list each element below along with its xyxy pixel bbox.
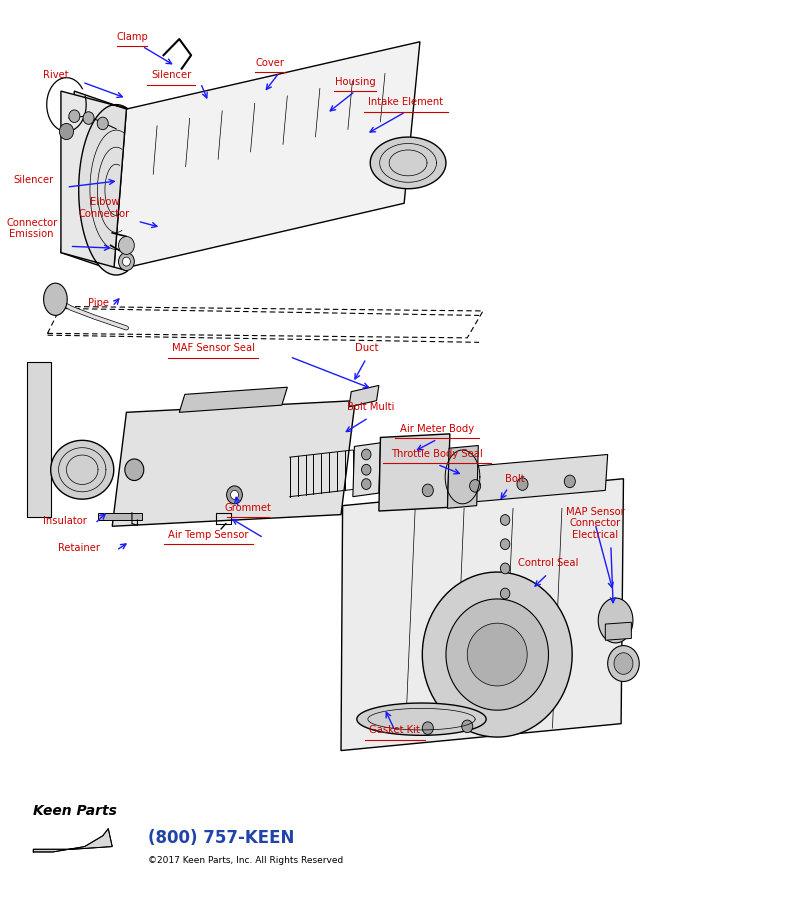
Circle shape <box>83 112 94 124</box>
Polygon shape <box>27 362 50 518</box>
Polygon shape <box>467 623 527 686</box>
Circle shape <box>500 539 510 550</box>
Text: Keen Parts: Keen Parts <box>34 804 117 818</box>
Circle shape <box>98 117 108 130</box>
Text: Clamp: Clamp <box>116 32 148 41</box>
Text: Connector
Emission: Connector Emission <box>6 218 58 239</box>
Text: Control Seal: Control Seal <box>518 558 578 569</box>
Text: Silencer: Silencer <box>13 176 54 185</box>
Circle shape <box>230 491 238 500</box>
Polygon shape <box>598 598 633 643</box>
Polygon shape <box>114 41 420 271</box>
Polygon shape <box>44 284 67 315</box>
Text: MAP Sensor: MAP Sensor <box>566 508 625 518</box>
Text: Housing: Housing <box>335 76 375 86</box>
Text: Duct: Duct <box>354 343 378 353</box>
Text: MAF Sensor Seal: MAF Sensor Seal <box>172 343 254 353</box>
Text: ©2017 Keen Parts, Inc. All Rights Reserved: ©2017 Keen Parts, Inc. All Rights Reserv… <box>148 857 343 866</box>
Text: Intake Element: Intake Element <box>368 97 443 107</box>
Text: Connector
Electrical: Connector Electrical <box>570 518 621 540</box>
Polygon shape <box>341 479 623 751</box>
Text: (800) 757-KEEN: (800) 757-KEEN <box>148 829 294 847</box>
Circle shape <box>362 464 371 475</box>
Polygon shape <box>61 91 128 275</box>
Circle shape <box>362 449 371 460</box>
Circle shape <box>69 110 80 122</box>
Text: Rivet: Rivet <box>42 70 68 80</box>
Polygon shape <box>422 572 572 737</box>
Polygon shape <box>50 440 114 500</box>
Text: Grommet: Grommet <box>225 503 271 513</box>
Polygon shape <box>606 622 631 640</box>
Text: Silencer: Silencer <box>151 70 191 80</box>
Polygon shape <box>349 385 379 407</box>
Circle shape <box>564 475 575 488</box>
Circle shape <box>118 253 134 271</box>
Polygon shape <box>112 400 355 526</box>
Text: Bolt: Bolt <box>505 474 524 484</box>
Circle shape <box>462 720 473 733</box>
Text: Air Temp Sensor: Air Temp Sensor <box>168 530 249 540</box>
Polygon shape <box>34 829 112 852</box>
Polygon shape <box>446 598 549 710</box>
Circle shape <box>500 515 510 526</box>
Text: Throttle Body Seal: Throttle Body Seal <box>391 449 483 459</box>
Text: Elbow
Connector: Elbow Connector <box>78 197 130 219</box>
Polygon shape <box>370 137 446 189</box>
Polygon shape <box>179 387 287 412</box>
Circle shape <box>517 478 528 491</box>
Circle shape <box>500 563 510 574</box>
Polygon shape <box>353 443 381 497</box>
Circle shape <box>59 123 74 140</box>
Circle shape <box>608 645 639 681</box>
Polygon shape <box>357 703 486 735</box>
Polygon shape <box>400 454 608 508</box>
Circle shape <box>125 459 144 481</box>
Circle shape <box>422 722 434 734</box>
Polygon shape <box>379 434 450 511</box>
Text: Gasket Kit: Gasket Kit <box>370 725 420 735</box>
Polygon shape <box>447 446 478 508</box>
Text: Retainer: Retainer <box>58 544 100 554</box>
Circle shape <box>122 257 130 266</box>
Text: Air Meter Body: Air Meter Body <box>400 424 474 434</box>
Text: Pipe: Pipe <box>87 298 109 308</box>
Polygon shape <box>98 513 142 520</box>
Circle shape <box>118 237 134 255</box>
Circle shape <box>614 652 633 674</box>
Polygon shape <box>61 91 126 271</box>
Circle shape <box>226 486 242 504</box>
Text: Insulator: Insulator <box>43 517 87 526</box>
Text: Cover: Cover <box>255 58 285 68</box>
Circle shape <box>470 480 481 492</box>
Circle shape <box>500 589 510 598</box>
Circle shape <box>362 479 371 490</box>
Text: Bolt Multi: Bolt Multi <box>347 402 394 412</box>
Circle shape <box>422 484 434 497</box>
